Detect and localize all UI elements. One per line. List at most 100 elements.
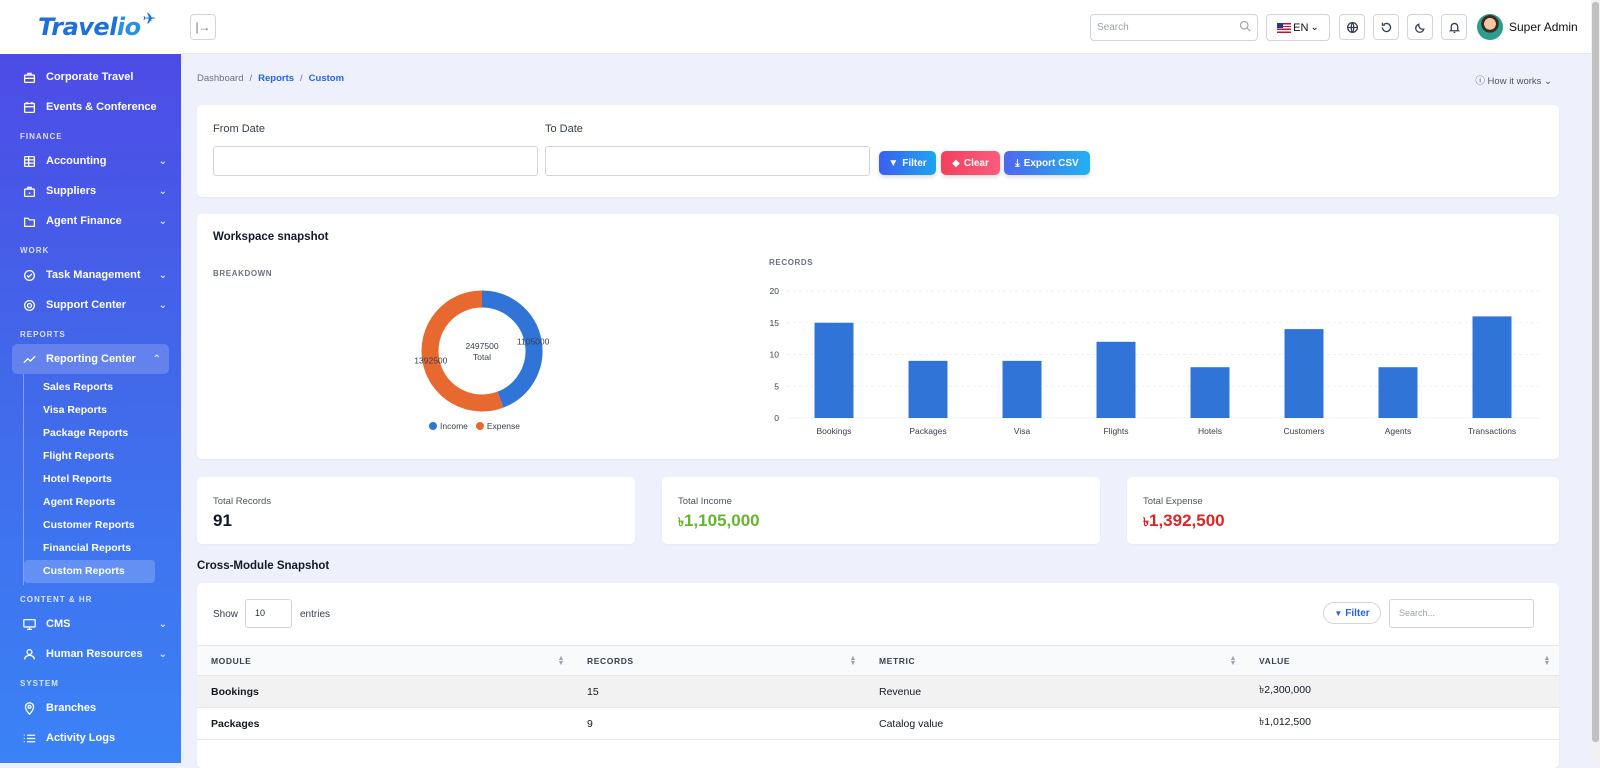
- bar-packages[interactable]: [908, 360, 948, 418]
- bar-agents[interactable]: [1378, 367, 1418, 418]
- chevron-down-icon: ⌄: [158, 269, 167, 281]
- donut-slice-expense[interactable]: [421, 290, 504, 412]
- breadcrumb-current: Custom: [308, 73, 345, 84]
- theme-toggle-button[interactable]: [1407, 14, 1433, 40]
- avatar[interactable]: [1477, 14, 1503, 40]
- subnav-financial-reports[interactable]: Financial Reports: [43, 542, 132, 554]
- column-header-module[interactable]: MODULE ▲ ▼: [197, 645, 573, 676]
- donut-slice-income[interactable]: [481, 290, 543, 408]
- y-tick-label: 5: [774, 381, 779, 391]
- search-icon: [1239, 20, 1251, 32]
- table-filter-button[interactable]: ▼ Filter: [1323, 602, 1381, 624]
- cell-module: Packages: [197, 707, 573, 740]
- main-content: Dashboard / Reports / Custom ⓘ How it works …: [181, 54, 1600, 768]
- bar-hotels[interactable]: [1190, 367, 1230, 418]
- subnav-package-reports[interactable]: Package Reports: [43, 427, 129, 439]
- stat-value: ৳1,392,500: [1143, 511, 1225, 530]
- globe-button[interactable]: [1339, 14, 1365, 40]
- sidebar-item-suppliers[interactable]: Suppliers ⌄: [0, 176, 181, 206]
- column-header-value[interactable]: VALUE ▲ ▼: [1245, 645, 1559, 676]
- language-selector[interactable]: EN ⌄: [1266, 14, 1330, 41]
- sidebar-item-corporate-travel[interactable]: Corporate Travel: [0, 62, 181, 92]
- subnav-sales-reports[interactable]: Sales Reports: [43, 381, 114, 393]
- bar-transactions[interactable]: [1472, 316, 1512, 418]
- donut-slice-label: 1105000: [517, 337, 550, 347]
- logo[interactable]: Travelio ✈: [0, 0, 181, 54]
- sidebar-item-accounting[interactable]: Accounting ⌄: [0, 146, 181, 176]
- bell-icon: [1448, 22, 1460, 33]
- page-scrollbar[interactable]: [1591, 0, 1600, 763]
- us-flag-icon: [1277, 22, 1292, 33]
- export-csv-button[interactable]: ⤓ Export CSV: [1004, 151, 1090, 175]
- bar-bookings[interactable]: [814, 322, 854, 418]
- entries-select[interactable]: 10: [245, 599, 292, 628]
- collapse-sidebar-button[interactable]: |→: [190, 14, 216, 40]
- sidebar-nav: Corporate Travel Events & Conference FIN…: [0, 54, 181, 753]
- from-date-input[interactable]: [213, 146, 538, 176]
- bar-customers[interactable]: [1284, 329, 1324, 418]
- cell-value: ৳2,300,000: [1245, 675, 1559, 708]
- subnav-visa-reports[interactable]: Visa Reports: [43, 404, 107, 416]
- table-row[interactable]: Packages 9 Catalog value ৳1,012,500: [197, 707, 1559, 740]
- sidebar-item-support-center[interactable]: Support Center ⌄: [0, 290, 181, 320]
- eraser-icon: ◆: [952, 157, 960, 169]
- column-header-records[interactable]: RECORDS ▲ ▼: [573, 645, 865, 676]
- sidebar-item-events[interactable]: Events & Conference: [0, 92, 181, 122]
- chevron-down-icon: ⌄: [1310, 22, 1319, 33]
- scrollbar-thumb[interactable]: [1592, 2, 1599, 742]
- chevron-up-icon: ⌃: [152, 353, 161, 365]
- sidebar-item-cms[interactable]: CMS ⌄: [0, 609, 181, 639]
- donut-legend: Income Expense: [429, 421, 520, 431]
- stat-value: 91: [213, 511, 232, 530]
- collapse-icon: |→: [195, 20, 211, 34]
- refresh-button[interactable]: [1373, 14, 1399, 40]
- briefcase-icon: [22, 184, 36, 198]
- records-bar-chart: 0 5 10 15 20 Bookings Packages Visa Flights Hotel…: [757, 277, 1547, 452]
- sidebar-item-label: Reporting Center: [46, 353, 136, 365]
- clear-label: Clear: [963, 157, 989, 169]
- subnav-flight-reports[interactable]: Flight Reports: [43, 450, 115, 462]
- sidebar-item-task-management[interactable]: Task Management ⌄: [0, 260, 181, 290]
- legend-item-expense[interactable]: Expense: [475, 421, 520, 431]
- sidebar-item-human-resources[interactable]: Human Resources ⌄: [0, 639, 181, 669]
- sidebar-item-agent-finance[interactable]: Agent Finance ⌄: [0, 206, 181, 236]
- table-row[interactable]: Bookings 15 Revenue ৳2,300,000: [197, 675, 1559, 708]
- funnel-icon: ▼: [888, 157, 899, 169]
- breadcrumb-dashboard[interactable]: Dashboard: [197, 73, 244, 84]
- bar-flights[interactable]: [1096, 341, 1136, 418]
- notifications-button[interactable]: [1441, 14, 1467, 40]
- from-date-label: From Date: [213, 123, 265, 135]
- breadcrumb-reports[interactable]: Reports: [258, 73, 295, 84]
- stat-label: Total Expense: [1143, 496, 1203, 507]
- trend-line-icon: [22, 352, 36, 366]
- sidebar-item-activity-logs[interactable]: Activity Logs: [0, 723, 181, 753]
- to-date-input[interactable]: [545, 146, 870, 176]
- clear-button[interactable]: ◆ Clear: [941, 151, 1000, 175]
- stat-label: Total Income: [678, 496, 732, 507]
- plane-icon: ✈: [142, 11, 157, 28]
- sidebar-item-reporting-center[interactable]: Reporting Center ⌃: [12, 344, 169, 374]
- sidebar-item-branches[interactable]: Branches: [0, 693, 181, 723]
- subnav-custom-reports[interactable]: Custom Reports: [24, 560, 155, 583]
- subnav-customer-reports[interactable]: Customer Reports: [43, 519, 135, 531]
- section-work: WORK: [20, 246, 50, 255]
- bar-visa[interactable]: [1002, 360, 1042, 418]
- monitor-icon: [22, 617, 36, 631]
- y-tick-label: 10: [770, 350, 780, 360]
- subnav-hotel-reports[interactable]: Hotel Reports: [43, 473, 112, 485]
- legend-item-income[interactable]: Income: [429, 421, 468, 431]
- refresh-icon: [1381, 22, 1391, 32]
- table-search-input[interactable]: Search...: [1389, 599, 1534, 628]
- y-tick-label: 15: [770, 318, 780, 328]
- subnav-agent-reports[interactable]: Agent Reports: [43, 496, 116, 508]
- x-tick-label: Visa: [1014, 426, 1031, 436]
- search-input[interactable]: Search: [1090, 14, 1258, 41]
- how-it-works-button[interactable]: ⓘ How it works ⌄: [1475, 73, 1552, 87]
- x-tick-label: Customers: [1283, 426, 1324, 436]
- filter-button[interactable]: ▼ Filter: [879, 151, 936, 175]
- user-name[interactable]: Super Admin: [1509, 20, 1578, 34]
- cell-module: Bookings: [197, 675, 573, 708]
- x-tick-label: Hotels: [1198, 426, 1222, 436]
- column-header-metric[interactable]: METRIC ▲ ▼: [865, 645, 1245, 676]
- x-tick-label: Bookings: [817, 426, 852, 436]
